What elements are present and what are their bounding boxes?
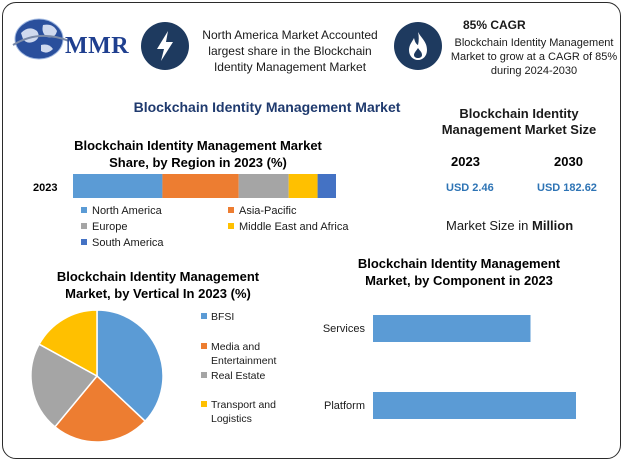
vertical-pie-chart <box>30 309 164 443</box>
component-label-platform: Platform <box>324 400 365 412</box>
region-legend-swatch-asia-pacific <box>228 207 234 213</box>
pie-slice-real-estate <box>30 343 99 428</box>
region-bar-north-america <box>73 174 163 198</box>
market-size-year-2023: 2023 <box>451 154 480 169</box>
region-bar-asia-pacific <box>162 174 239 198</box>
pie-legend-label: Real Estate <box>211 370 266 382</box>
pie-slice-bfsi <box>96 309 164 423</box>
vertical-chart-title: Blockchain Identity Management Market, b… <box>56 269 260 301</box>
logo-text: MMR <box>65 33 130 59</box>
pie-slice-transport-and-logistics <box>38 309 98 378</box>
units-strong: Million <box>532 218 574 233</box>
pie-legend-label: BFSI <box>211 311 235 323</box>
flame-icon <box>409 32 427 60</box>
pie-legend-swatch <box>201 372 207 378</box>
region-legend-swatch-north-america <box>81 207 87 213</box>
region-bar-south-america <box>317 174 336 198</box>
market-size-value-2030: USD 182.62 <box>537 182 597 194</box>
component-bar-services <box>373 315 531 342</box>
region-note: North America Market Accounted largest s… <box>202 28 378 74</box>
cagr-title: 85% CAGR <box>463 18 526 32</box>
region-legend-south-america: South America <box>92 237 164 249</box>
market-size-year-2030: 2030 <box>554 154 583 169</box>
region-legend-middle-east-and-africa: Middle East and Africa <box>239 221 349 233</box>
logo <box>11 11 133 61</box>
component-label-services: Services <box>323 323 366 335</box>
component-chart: Services Platform <box>323 315 576 419</box>
market-size-title: Blockchain Identity Management Market Si… <box>441 106 597 137</box>
region-legend-north-america: North America <box>92 205 163 217</box>
lightning-badge <box>141 22 189 70</box>
market-size-value-2023: USD 2.46 <box>446 182 494 194</box>
region-legend-swatch-europe <box>81 223 87 229</box>
region-category-label: 2023 <box>33 182 57 194</box>
cagr-text: Blockchain Identity Management Market to… <box>450 37 618 77</box>
component-bar-platform <box>373 392 576 419</box>
lightning-icon <box>157 31 173 61</box>
region-bar-middle-east-and-africa <box>288 174 318 198</box>
pie-legend-swatch <box>201 343 207 349</box>
main-title: Blockchain Identity Management Market <box>133 99 401 115</box>
region-bar-europe <box>238 174 289 198</box>
region-legend-swatch-middle-east-and-africa <box>228 223 234 229</box>
region-chart-title: Blockchain Identity Management Market Sh… <box>74 138 322 170</box>
pie-legend-label: Transport and Logistics <box>211 399 276 425</box>
globe-icon <box>12 18 70 60</box>
flame-badge <box>394 22 442 70</box>
market-size-units: Market Size in Million <box>446 218 573 233</box>
pie-legend-swatch <box>201 313 207 319</box>
region-legend-asia-pacific: Asia-Pacific <box>239 205 297 217</box>
component-chart-title: Blockchain Identity Management Market, b… <box>357 256 561 288</box>
pie-legend-label: Media and Entertainment <box>211 341 277 367</box>
region-legend-swatch-south-america <box>81 239 87 245</box>
pie-legend-swatch <box>201 401 207 407</box>
region-legend-europe: Europe <box>92 221 127 233</box>
region-chart: 2023 North America Asia-Pacific Europe Middl… <box>33 174 349 249</box>
units-prefix: Market Size in <box>446 218 529 233</box>
pie-slice-media-and-entertainment <box>53 374 147 443</box>
